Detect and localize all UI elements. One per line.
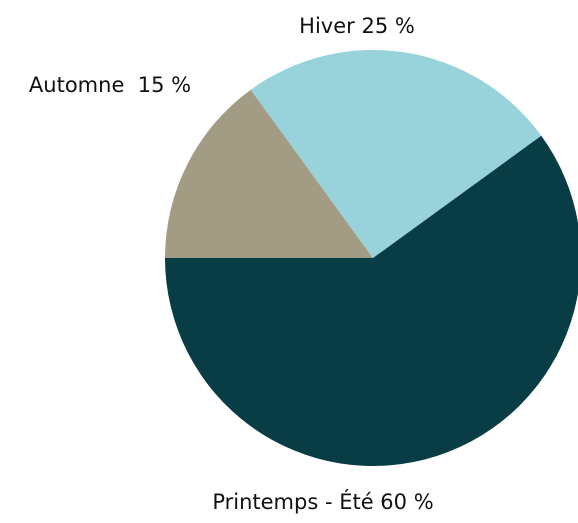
pie-slice bbox=[165, 135, 578, 466]
pie-slice bbox=[250, 50, 542, 258]
slice-label: Hiver 25 % bbox=[299, 14, 415, 38]
slice-label: Printemps - Été 60 % bbox=[212, 489, 433, 514]
slice-label: Automne 15 % bbox=[29, 73, 191, 97]
pie-slice bbox=[165, 89, 373, 259]
